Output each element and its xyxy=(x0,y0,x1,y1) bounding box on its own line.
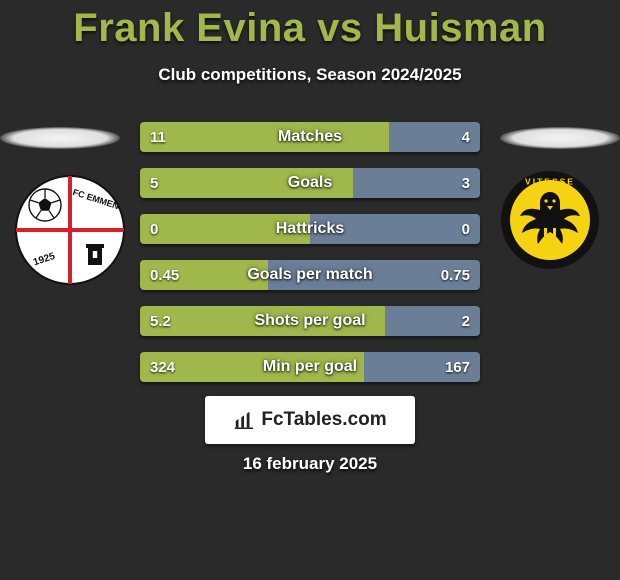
player-right-name: Huisman xyxy=(374,6,546,50)
player-left-name: Frank Evina xyxy=(73,6,305,50)
stat-label: Goals per match xyxy=(140,260,480,290)
branding-box: FcTables.com xyxy=(205,396,415,444)
stat-value-right: 167 xyxy=(445,352,470,382)
team-crest-right: VITESSE xyxy=(500,170,600,270)
stat-value-left: 11 xyxy=(150,122,166,152)
crest-shadow-left xyxy=(0,127,120,149)
stat-label: Shots per goal xyxy=(140,306,480,336)
stat-value-right: 2 xyxy=(462,306,470,336)
stat-value-right: 3 xyxy=(462,168,470,198)
stat-row: Goals per match0.45 0.75 xyxy=(140,260,480,290)
stat-value-left: 0 xyxy=(150,214,158,244)
team-crest-left: FC EMMEN 1925 xyxy=(15,175,125,285)
page-title: Frank Evina vs Huisman xyxy=(0,0,620,51)
vs-word: vs xyxy=(317,6,363,50)
bar-chart-icon xyxy=(233,409,255,431)
svg-text:VITESSE: VITESSE xyxy=(525,177,575,187)
stat-row: Hattricks0 0 xyxy=(140,214,480,244)
stat-label: Hattricks xyxy=(140,214,480,244)
stat-label: Min per goal xyxy=(140,352,480,382)
subtitle: Club competitions, Season 2024/2025 xyxy=(0,65,620,85)
team-crest-right-svg: VITESSE xyxy=(500,170,600,270)
stat-row: Shots per goal5.2 2 xyxy=(140,306,480,336)
team-crest-left-svg: FC EMMEN 1925 xyxy=(15,175,125,285)
branding-text: FcTables.com xyxy=(261,409,386,431)
stats-panel: Matches11 4 Goals5 3 Hattricks0 0 Goals per ma… xyxy=(140,122,480,398)
stat-value-left: 0.45 xyxy=(150,260,179,290)
stat-value-right: 4 xyxy=(462,122,470,152)
stat-value-left: 5.2 xyxy=(150,306,171,336)
stat-value-left: 324 xyxy=(150,352,175,382)
stat-row: Matches11 4 xyxy=(140,122,480,152)
stat-value-right: 0 xyxy=(462,214,470,244)
stat-row: Min per goal324 167 xyxy=(140,352,480,382)
stat-value-left: 5 xyxy=(150,168,158,198)
stat-label: Matches xyxy=(140,122,480,152)
crest-shadow-right xyxy=(500,127,620,149)
stat-row: Goals5 3 xyxy=(140,168,480,198)
stat-value-right: 0.75 xyxy=(441,260,470,290)
comparison-date: 16 february 2025 xyxy=(0,454,620,474)
stat-label: Goals xyxy=(140,168,480,198)
